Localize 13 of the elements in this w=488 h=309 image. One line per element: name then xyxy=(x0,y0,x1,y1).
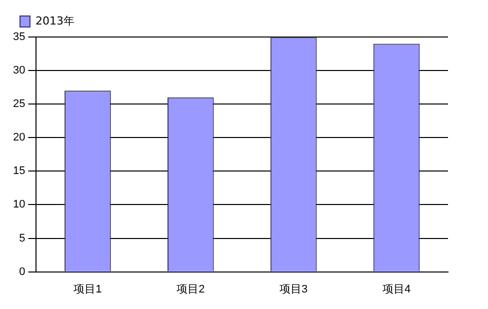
x-tick-label: 项目4 xyxy=(382,283,411,296)
x-tick-label: 项目3 xyxy=(280,283,308,296)
y-tick-label: 30 xyxy=(12,64,26,77)
y-tick-label: 0 xyxy=(19,266,26,278)
y-tick-label: 15 xyxy=(12,165,26,178)
y-tick-label: 35 xyxy=(12,31,26,44)
y-tick-label: 10 xyxy=(12,198,26,211)
y-tick-label: 20 xyxy=(12,132,26,144)
x-tick-label: 项目1 xyxy=(74,283,102,296)
legend-label: 2013年 xyxy=(36,14,74,28)
y-tick-label: 5 xyxy=(19,232,26,244)
x-tick-label: 项目2 xyxy=(176,283,205,296)
y-tick-label: 25 xyxy=(12,98,26,110)
